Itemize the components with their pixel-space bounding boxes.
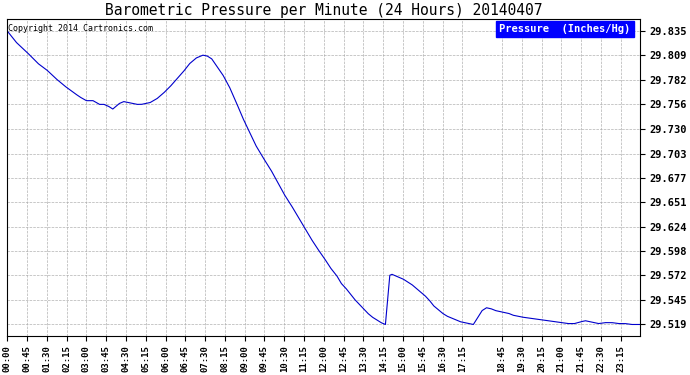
Title: Barometric Pressure per Minute (24 Hours) 20140407: Barometric Pressure per Minute (24 Hours… (105, 3, 542, 18)
Text: Pressure  (Inches/Hg): Pressure (Inches/Hg) (500, 24, 631, 34)
Text: Copyright 2014 Cartronics.com: Copyright 2014 Cartronics.com (8, 24, 153, 33)
